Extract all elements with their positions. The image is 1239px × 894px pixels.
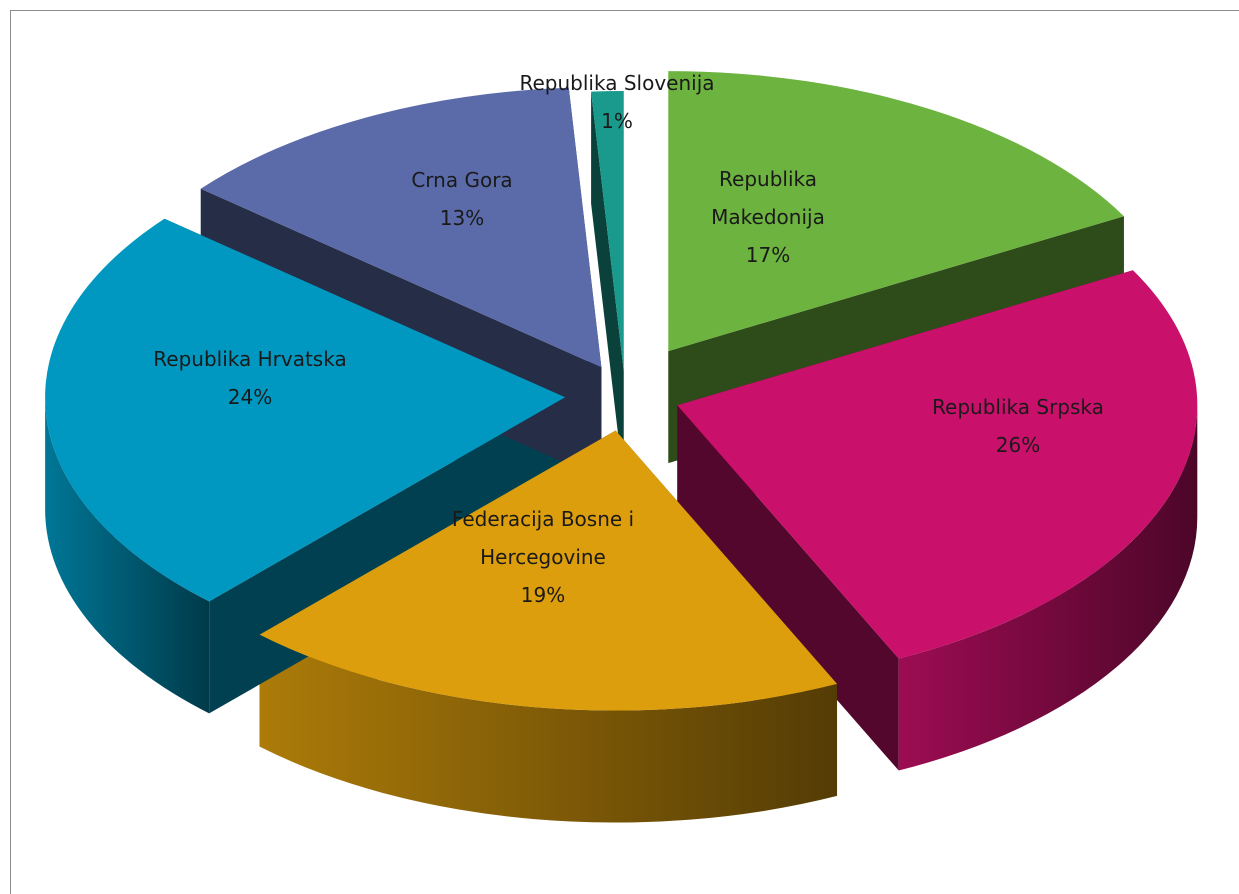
slice-republika-slovenija [591, 91, 624, 372]
slice-name-line: Republika Slovenija [520, 71, 715, 95]
pie-tops [45, 71, 1198, 711]
slice-percent: 24% [228, 385, 272, 409]
slice-wall-republika-srpska-end [677, 405, 899, 771]
slice-name-line: Republika [719, 167, 817, 191]
slice-name-line: Republika Hrvatska [153, 347, 346, 371]
slice-label-republika-makedonija: Republika Makedonija 17% [711, 167, 825, 267]
slice-label-republika-slovenija: Republika Slovenija 1% [520, 71, 715, 133]
slice-percent: 1% [601, 109, 633, 133]
slice-rim-federacija-bosne-i-hercegovine [259, 634, 838, 823]
slice-label-republika-srpska: Republika Srpska 26% [932, 395, 1104, 457]
chart-frame [10, 10, 1239, 894]
slice-republika-makedonija [668, 71, 1124, 352]
slice-label-crna-gora: Crna Gora 13% [411, 168, 512, 230]
slice-crna-gora [200, 87, 602, 368]
slice-name-line: Republika Srpska [932, 395, 1104, 419]
slice-percent: 17% [746, 243, 790, 267]
slice-republika-hrvatska [45, 218, 566, 602]
slice-percent: 26% [996, 433, 1040, 457]
slice-label-federacija-bosne-i-hercegovine: Federacija Bosne i Hercegovine 19% [452, 507, 634, 607]
slice-republika-srpska [677, 270, 1198, 659]
slice-label-republika-hrvatska: Republika Hrvatska 24% [153, 347, 346, 409]
slice-percent: 13% [440, 206, 484, 230]
slice-percent: 19% [521, 583, 565, 607]
slice-name-line: Hercegovine [480, 545, 606, 569]
slice-wall-republika-slovenija-start [591, 91, 624, 484]
slice-federacija-bosne-i-hercegovine [259, 430, 838, 711]
slice-rim-republika-srpska [898, 405, 1198, 771]
pie-labels: Republika Makedonija 17% Republika Srpska 26… [153, 71, 1104, 607]
slice-name-line: Makedonija [711, 205, 825, 229]
slice-name-line: Crna Gora [411, 168, 512, 192]
slice-rim-republika-hrvatska [45, 397, 210, 714]
slice-name-line: Federacija Bosne i [452, 507, 634, 531]
